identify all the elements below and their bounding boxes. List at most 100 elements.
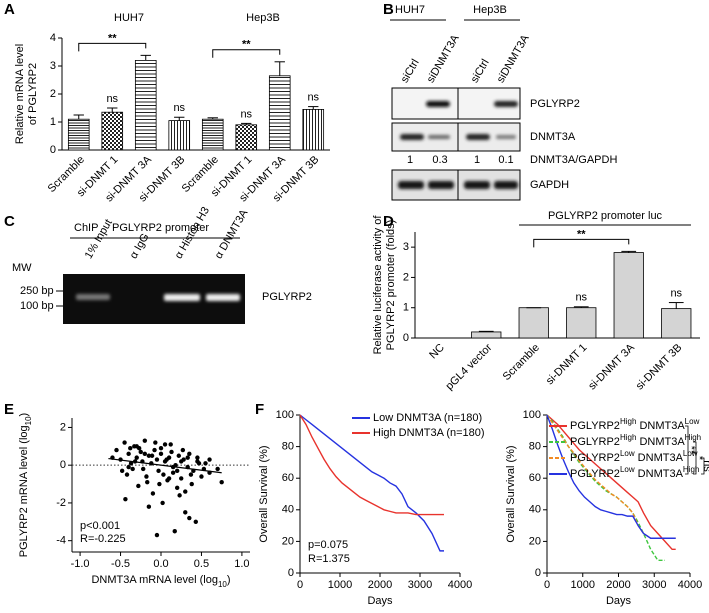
point: [145, 479, 150, 485]
x-axis-label: Days: [606, 595, 632, 607]
point: [154, 457, 160, 462]
x-tick-label: Scramble: [501, 342, 542, 383]
point: [141, 466, 146, 472]
bar: [67, 118, 90, 151]
point: [180, 447, 186, 453]
point: [128, 445, 133, 451]
y-tick-label: 40: [529, 504, 541, 516]
point: [199, 474, 204, 479]
point: [195, 455, 200, 460]
point: [169, 449, 174, 455]
band-label: PGLYRP2: [262, 291, 312, 303]
bar-label: ns: [173, 102, 185, 114]
point: [166, 476, 172, 481]
bar-label: ns: [240, 108, 252, 120]
y-tick-label: 0: [535, 567, 541, 579]
x-tick-label: si-DNMT 1: [544, 342, 590, 388]
y-tick-label: -4: [56, 535, 66, 547]
sig-bracket: [533, 238, 630, 248]
bar-label: ns: [670, 287, 682, 299]
x-tick-label: 4000: [678, 579, 702, 591]
x-axis-label: DNMT3A mRNA level (log10): [91, 574, 230, 589]
point: [149, 453, 155, 458]
gel-title: ChIP: [74, 222, 98, 234]
point: [203, 461, 208, 466]
y-tick-label: 2: [403, 271, 409, 283]
y-tick-label: 40: [282, 504, 294, 516]
sig-label: **: [577, 228, 586, 240]
bar: [661, 308, 692, 339]
lane-label: α IgG: [128, 231, 152, 261]
point: [126, 464, 131, 470]
point: [176, 453, 181, 458]
bar: [268, 75, 291, 151]
y-tick-label: 1: [403, 302, 409, 314]
point: [179, 459, 184, 464]
point: [128, 461, 134, 466]
x-tick-label: 1000: [571, 579, 595, 591]
stat-label: R=1.375: [308, 553, 350, 565]
marker-label: 100 bp: [20, 300, 54, 312]
sig-label: *: [693, 456, 705, 461]
sig-bracket: [212, 49, 281, 58]
point: [126, 451, 131, 457]
bar: [101, 111, 124, 151]
panel-letter: B: [383, 1, 394, 18]
header-label: PGLYRP2 promoter luc: [548, 210, 663, 222]
row-label: DNMT3A: [530, 131, 576, 143]
stat-label: p=0.075: [308, 539, 348, 551]
bar: [168, 120, 191, 151]
sig-label: **: [685, 446, 697, 455]
row-label: PGLYRP2: [530, 98, 580, 110]
point: [130, 466, 135, 472]
bar-label: ns: [106, 93, 118, 105]
group-label: Hep3B: [473, 4, 507, 16]
point: [158, 445, 164, 451]
panel-letter: A: [4, 1, 15, 18]
point: [154, 532, 160, 538]
lane-label: siCtrl: [469, 57, 492, 85]
sig-bracket: [78, 42, 147, 52]
bar: [235, 124, 258, 151]
bar: [518, 307, 549, 339]
point: [162, 442, 168, 447]
point: [142, 438, 148, 443]
x-tick-label: 2000: [606, 579, 630, 591]
survival-curve: [546, 414, 676, 550]
point: [134, 444, 139, 449]
point: [174, 468, 180, 474]
x-axis-label: Days: [367, 595, 393, 607]
y-tick-label: 20: [282, 535, 294, 547]
x-tick-label: 3000: [642, 579, 666, 591]
ratio-label: DNMT3A/GAPDH: [530, 154, 617, 166]
ratio-value: 0.1: [498, 154, 513, 166]
legend-label: PGLYRP2Low DNMT3ALow: [570, 449, 698, 464]
y-tick-label: 3: [403, 241, 409, 253]
point: [142, 451, 148, 457]
group-label: HUH7: [395, 4, 425, 16]
point: [134, 455, 139, 460]
point: [177, 493, 182, 498]
y-tick-label: 0: [288, 567, 294, 579]
point: [146, 504, 152, 509]
y-tick-label: 2: [50, 88, 56, 100]
mw-label: MW: [12, 262, 32, 274]
y-axis-label: PGLYRP2 promoter (folds): [385, 220, 397, 351]
point: [124, 472, 130, 477]
x-tick-label: 0: [297, 579, 303, 591]
gel-panel: C ChIP PGLYRP2 promoter 1% Input α IgG α…: [4, 205, 312, 324]
y-tick-label: 3: [50, 60, 56, 72]
y-axis-label: Relative mRNA level: [14, 44, 26, 144]
y-tick-label: 0: [50, 144, 56, 156]
fit-line: [108, 457, 222, 474]
y-tick-label: 0: [403, 332, 409, 344]
lane-label: siCtrl: [399, 57, 422, 85]
point: [179, 476, 184, 481]
point: [152, 447, 157, 453]
marker-label: 250 bp: [20, 285, 54, 297]
x-tick-label: 3000: [408, 579, 432, 591]
point: [119, 468, 125, 474]
point: [146, 453, 152, 458]
point: [174, 485, 180, 491]
point: [172, 529, 177, 534]
